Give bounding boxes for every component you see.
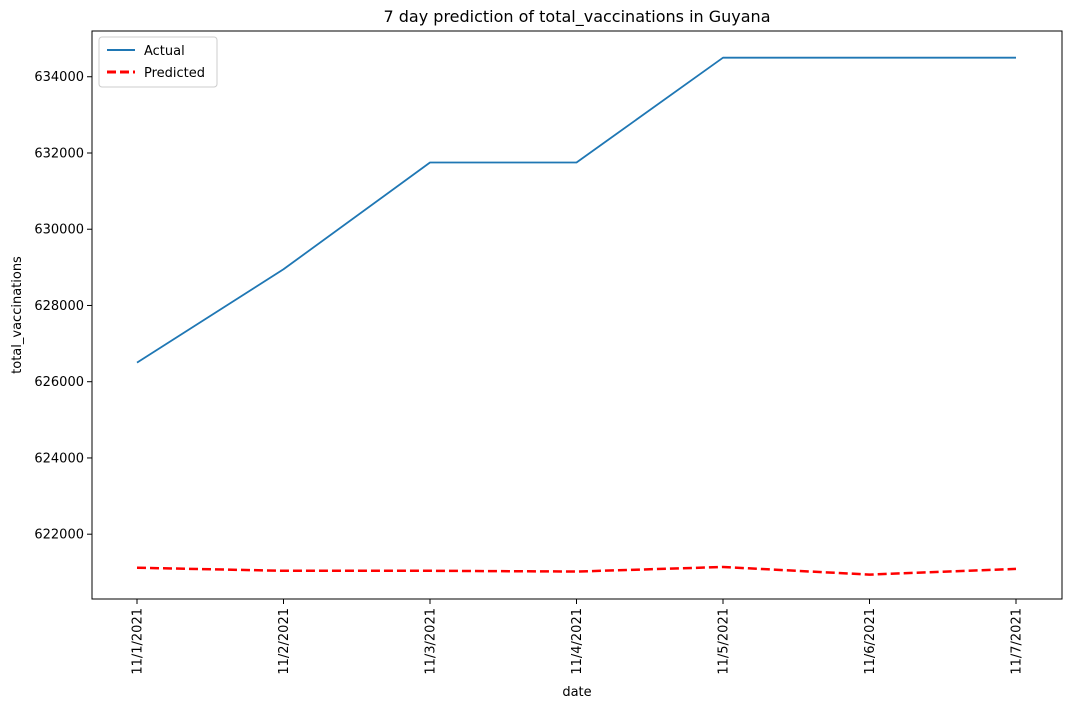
y-tick-label: 622000 bbox=[34, 528, 84, 543]
legend-label-actual: Actual bbox=[144, 44, 185, 59]
x-axis: 11/1/2021 11/2/2021 11/3/2021 11/4/2021 11/5… bbox=[131, 599, 1025, 675]
x-tick-label: 11/1/2021 bbox=[131, 608, 146, 675]
x-tick-label: 11/2/2021 bbox=[277, 608, 292, 675]
y-tick-label: 624000 bbox=[34, 451, 84, 466]
x-tick-label: 11/5/2021 bbox=[717, 608, 732, 675]
x-tick-label: 11/4/2021 bbox=[570, 608, 585, 675]
legend-label-predicted: Predicted bbox=[144, 66, 205, 81]
chart-title: 7 day prediction of total_vaccinations i… bbox=[384, 7, 771, 27]
x-tick-label: 11/6/2021 bbox=[863, 608, 878, 675]
x-axis-label: date bbox=[562, 685, 591, 700]
x-tick-label: 11/3/2021 bbox=[424, 608, 439, 675]
y-tick-label: 634000 bbox=[34, 70, 84, 85]
plot-area bbox=[91, 30, 1063, 600]
y-axis-label: total_vaccinations bbox=[10, 256, 25, 374]
series-line-predicted bbox=[136, 565, 1017, 576]
y-tick-label: 628000 bbox=[34, 299, 84, 314]
series-line-actual bbox=[136, 56, 1016, 364]
y-tick-label: 626000 bbox=[34, 375, 84, 390]
y-axis: 622000 624000 626000 628000 630000 632000 6340… bbox=[34, 70, 92, 543]
series-lines bbox=[136, 56, 1017, 576]
y-tick-label: 630000 bbox=[34, 223, 84, 238]
x-tick-label: 11/7/2021 bbox=[1010, 608, 1025, 675]
legend: Actual Predicted bbox=[98, 36, 218, 88]
y-tick-label: 632000 bbox=[34, 146, 84, 161]
